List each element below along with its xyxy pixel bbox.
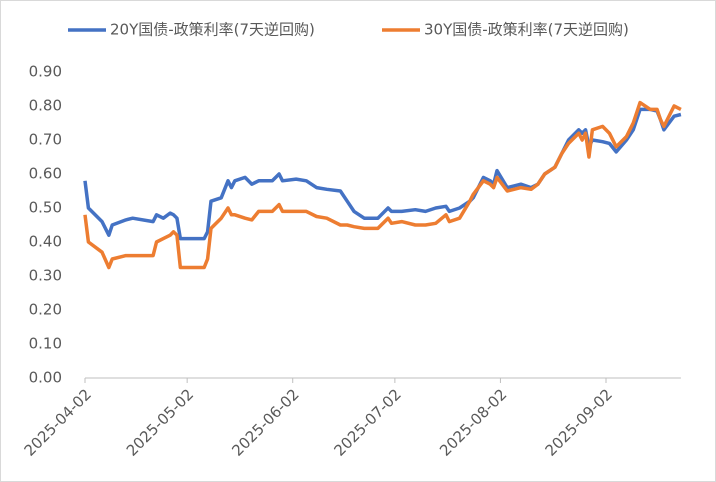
y-tick-label: 0.00 bbox=[29, 369, 62, 387]
y-tick-label: 0.20 bbox=[29, 301, 62, 319]
legend-label: 30Y国债-政策利率(7天逆回购) bbox=[424, 21, 629, 39]
y-tick-label: 0.80 bbox=[29, 97, 62, 115]
y-tick-label: 0.30 bbox=[29, 267, 62, 285]
legend-label: 20Y国债-政策利率(7天逆回购) bbox=[110, 21, 315, 39]
y-tick-label: 0.60 bbox=[29, 165, 62, 183]
y-tick-label: 0.10 bbox=[29, 335, 62, 353]
series-line bbox=[83, 100, 682, 270]
y-tick-label: 0.70 bbox=[29, 131, 62, 149]
y-tick-label: 0.50 bbox=[29, 199, 62, 217]
y-tick-label: 0.90 bbox=[29, 63, 62, 81]
y-tick-label: 0.40 bbox=[29, 233, 62, 251]
